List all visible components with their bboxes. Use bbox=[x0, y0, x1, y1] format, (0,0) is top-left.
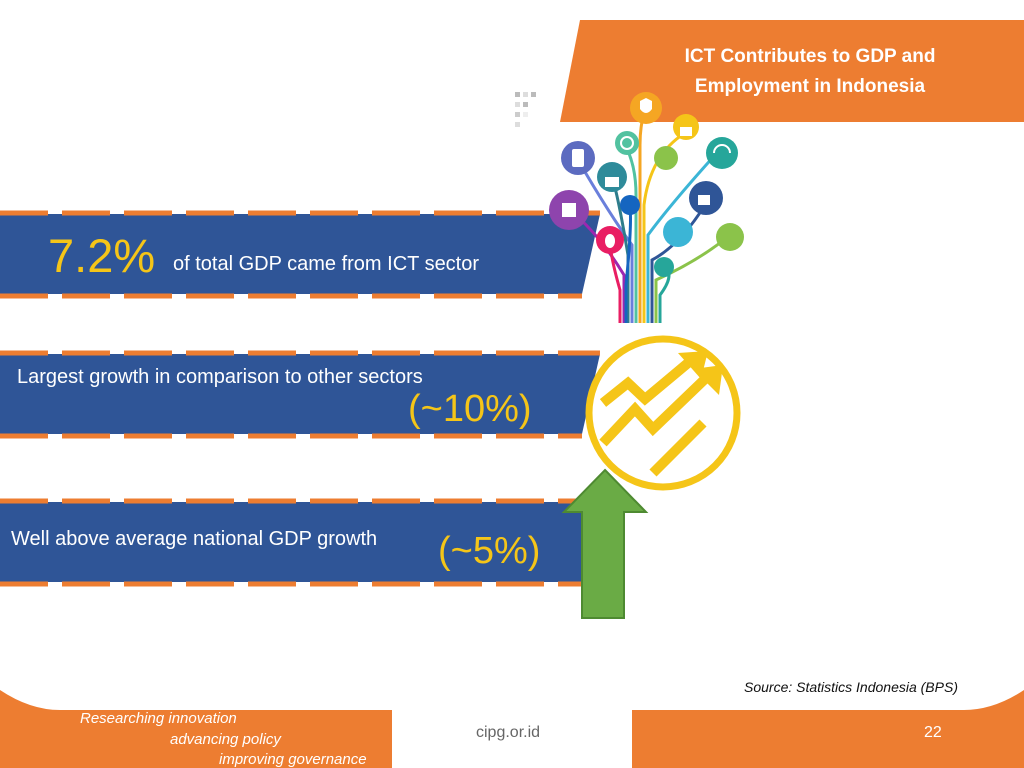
tagline-line-1: Researching innovation bbox=[80, 710, 237, 727]
gdp-share-text: of total GDP came from ICT sector bbox=[173, 253, 480, 275]
sector-growth-value: (~10%) bbox=[408, 388, 532, 430]
tech-tree-illustration bbox=[549, 92, 744, 323]
band-shape bbox=[0, 210, 600, 299]
footer-bar bbox=[0, 690, 1024, 768]
band-shape bbox=[0, 498, 588, 587]
title-banner: ICT Contributes to GDP and Employment in… bbox=[560, 20, 1024, 122]
page-number: 22 bbox=[924, 724, 942, 741]
title-line-1: ICT Contributes to GDP and bbox=[684, 46, 936, 67]
band-shape bbox=[0, 350, 600, 439]
up-arrow-icon bbox=[561, 468, 649, 619]
stat-band-growth: Largest growth in comparison to other se… bbox=[0, 348, 600, 440]
key-icon bbox=[654, 146, 678, 170]
slide-title: ICT Contributes to GDP and Employment in… bbox=[600, 42, 1020, 102]
title-line-2: Employment in Indonesia bbox=[694, 76, 926, 97]
source-note: Source: Statistics Indonesia (BPS) bbox=[744, 679, 958, 695]
wifi-icon bbox=[615, 131, 639, 155]
database-icon bbox=[716, 223, 744, 251]
growth-chart-icon bbox=[585, 335, 741, 491]
tree-icons bbox=[549, 92, 744, 277]
tagline-line-2: advancing policy bbox=[170, 731, 281, 748]
cloud-sync-icon bbox=[706, 137, 738, 169]
power-icon bbox=[620, 195, 640, 215]
website-url[interactable]: cipg.or.id bbox=[476, 724, 541, 741]
block-icon bbox=[654, 257, 674, 277]
stat-band-national: Well above average national GDP growth (… bbox=[0, 496, 600, 588]
title-banner-shape bbox=[560, 20, 1024, 122]
national-growth-value: (~5%) bbox=[438, 530, 541, 572]
footer-shape bbox=[0, 690, 1024, 768]
national-growth-text: Well above average national GDP growth bbox=[11, 528, 378, 550]
decorative-dots bbox=[515, 92, 536, 127]
cloud-lock-icon bbox=[663, 217, 693, 247]
tagline-line-3: improving governance bbox=[219, 751, 367, 768]
stat-band-gdp: 7.2% of total GDP came from ICT sector bbox=[0, 208, 600, 300]
gdp-share-value: 7.2% bbox=[48, 229, 156, 282]
sector-growth-text: Largest growth in comparison to other se… bbox=[17, 366, 423, 388]
